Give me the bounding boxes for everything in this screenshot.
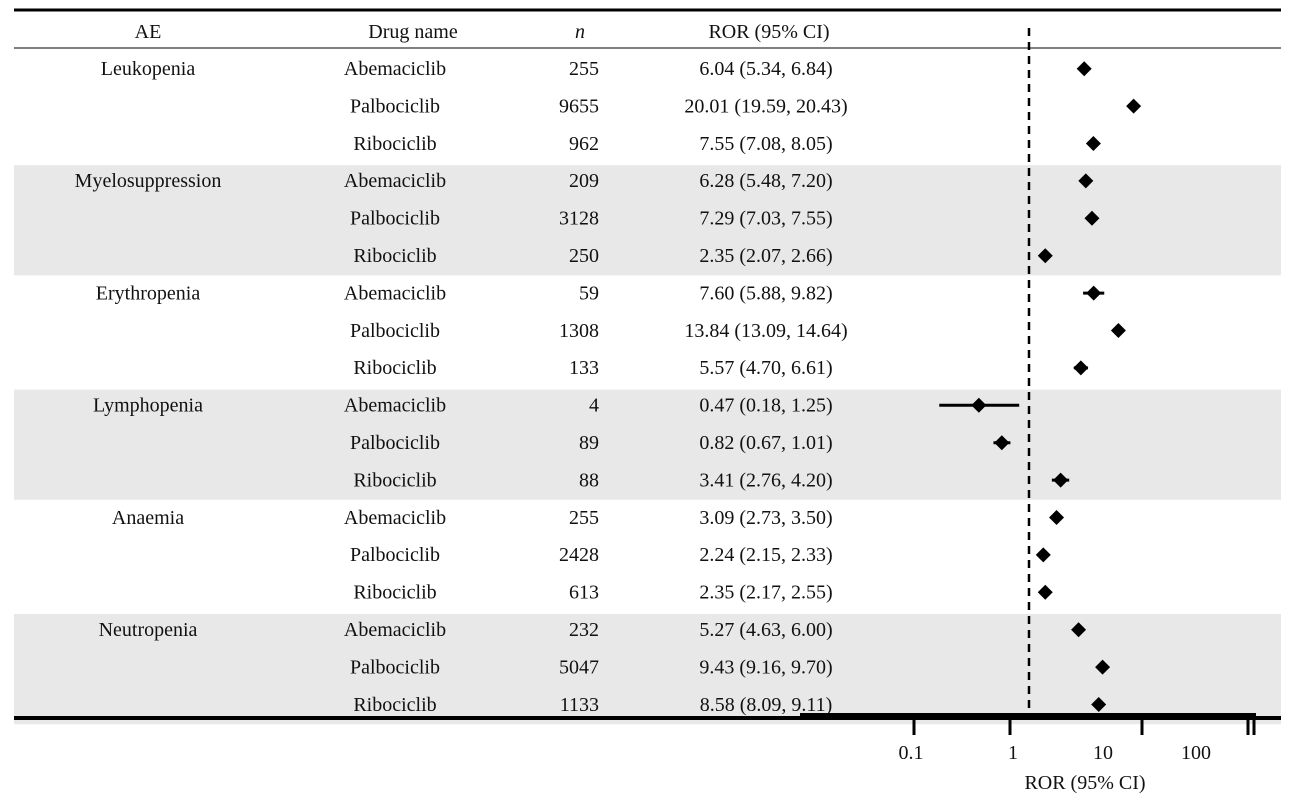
drug-name-cell: Palbociclib [350,95,440,117]
x-tick-label: 10 [1093,742,1113,764]
group-shade [14,389,1281,500]
n-cell: 1133 [560,694,599,716]
ror-ci-cell: 6.28 (5.48, 7.20) [699,170,832,192]
ror-point [1126,98,1142,114]
ror-ci-cell: 9.43 (9.16, 9.70) [699,656,832,678]
ror-ci-cell: 2.35 (2.17, 2.55) [699,582,832,604]
header-ae: AE [135,21,162,43]
drug-name-cell: Ribociclib [353,245,436,267]
x-tick-label: 100 [1181,742,1211,764]
group-shade [14,614,1281,725]
drug-name-cell: Ribociclib [353,469,436,491]
drug-name-cell: Abemaciclib [344,58,446,80]
ae-label: Neutropenia [99,619,198,641]
table-rows: Leukopenia Abemaciclib 255 6.04 (5.34, 6.84… [75,58,848,716]
ror-point [1037,584,1053,600]
x-axis-label: ROR (95% CI) [1024,772,1145,794]
drug-name-cell: Ribociclib [353,582,436,604]
n-cell: 1308 [559,320,599,342]
ror-ci-cell: 3.41 (2.76, 4.20) [699,469,832,491]
ror-point [1073,360,1089,376]
ror-ci-cell: 13.84 (13.09, 14.64) [684,320,847,342]
ror-point [1085,136,1101,151]
x-tick-label: 0.1 [899,742,924,764]
header-drug-name: Drug name [368,21,458,43]
ae-label: Lymphopenia [93,395,203,417]
drug-name-cell: Palbociclib [350,544,440,566]
n-cell: 209 [569,170,599,192]
ror-ci-cell: 20.01 (19.59, 20.43) [684,95,847,117]
ror-ci-cell: 2.24 (2.15, 2.33) [699,544,832,566]
ae-label: Leukopenia [101,58,196,80]
ror-ci-cell: 7.55 (7.08, 8.05) [699,133,832,155]
n-cell: 962 [569,133,599,155]
ror-ci-cell: 0.82 (0.67, 1.01) [699,432,832,454]
group-shade [14,165,1281,276]
ror-point [1091,697,1107,712]
n-cell: 250 [569,245,599,267]
n-cell: 3128 [559,208,599,230]
n-cell: 59 [579,282,599,304]
ror-point [1086,285,1102,301]
ror-ci-cell: 3.09 (2.73, 3.50) [699,507,832,529]
drug-name-cell: Abemaciclib [344,282,446,304]
ror-point [1071,622,1087,638]
drug-name-cell: Abemaciclib [344,395,446,417]
ror-point [1037,248,1053,264]
n-cell: 9655 [559,95,599,117]
drug-name-cell: Abemaciclib [344,619,446,641]
ror-ci-cell: 0.47 (0.18, 1.25) [699,395,832,417]
drug-name-cell: Palbociclib [350,320,440,342]
n-cell: 232 [569,619,599,641]
ror-point [1078,173,1094,189]
ror-ci-cell: 5.27 (4.63, 6.00) [699,619,832,641]
n-cell: 2428 [559,544,599,566]
ror-point [1110,323,1126,338]
ror-ci-cell: 7.29 (7.03, 7.55) [699,208,832,230]
ae-label: Anaemia [112,507,184,529]
ae-label: Erythropenia [96,282,201,304]
n-cell: 5047 [559,656,599,678]
x-axis: 0.1 1 10 100 [800,713,1256,764]
ror-point [1053,472,1069,488]
n-cell: 4 [589,395,599,417]
n-cell: 255 [569,507,599,529]
forest-markers [939,61,1142,712]
ror-point [1084,210,1100,226]
ror-point [994,435,1010,451]
n-cell: 613 [569,582,599,604]
n-cell: 255 [569,58,599,80]
n-cell: 88 [579,469,599,491]
drug-name-cell: Palbociclib [350,432,440,454]
drug-name-cell: Palbociclib [350,208,440,230]
ror-ci-cell: 5.57 (4.70, 6.61) [699,357,832,379]
ror-ci-cell: 2.35 (2.07, 2.66) [699,245,832,267]
ae-label: Myelosuppression [75,170,222,192]
ror-point [1049,510,1065,525]
ror-ci-cell: 7.60 (5.88, 9.82) [699,282,832,304]
drug-name-cell: Abemaciclib [344,170,446,192]
ror-point [1076,61,1092,77]
header-n: n [575,21,585,43]
ror-point [1035,547,1051,563]
ror-point [1095,659,1111,675]
n-cell: 133 [569,357,599,379]
ror-point [971,397,987,413]
header-ror: ROR (95% CI) [708,21,829,43]
drug-name-cell: Ribociclib [353,694,436,716]
group-shading [14,165,1281,725]
ror-ci-cell: 8.58 (8.09, 9.11) [700,694,833,716]
n-cell: 89 [579,432,599,454]
drug-name-cell: Abemaciclib [344,507,446,529]
ror-ci-cell: 6.04 (5.34, 6.84) [699,58,832,80]
drug-name-cell: Palbociclib [350,656,440,678]
x-tick-label: 1 [1008,742,1018,764]
drug-name-cell: Ribociclib [353,133,436,155]
drug-name-cell: Ribociclib [353,357,436,379]
